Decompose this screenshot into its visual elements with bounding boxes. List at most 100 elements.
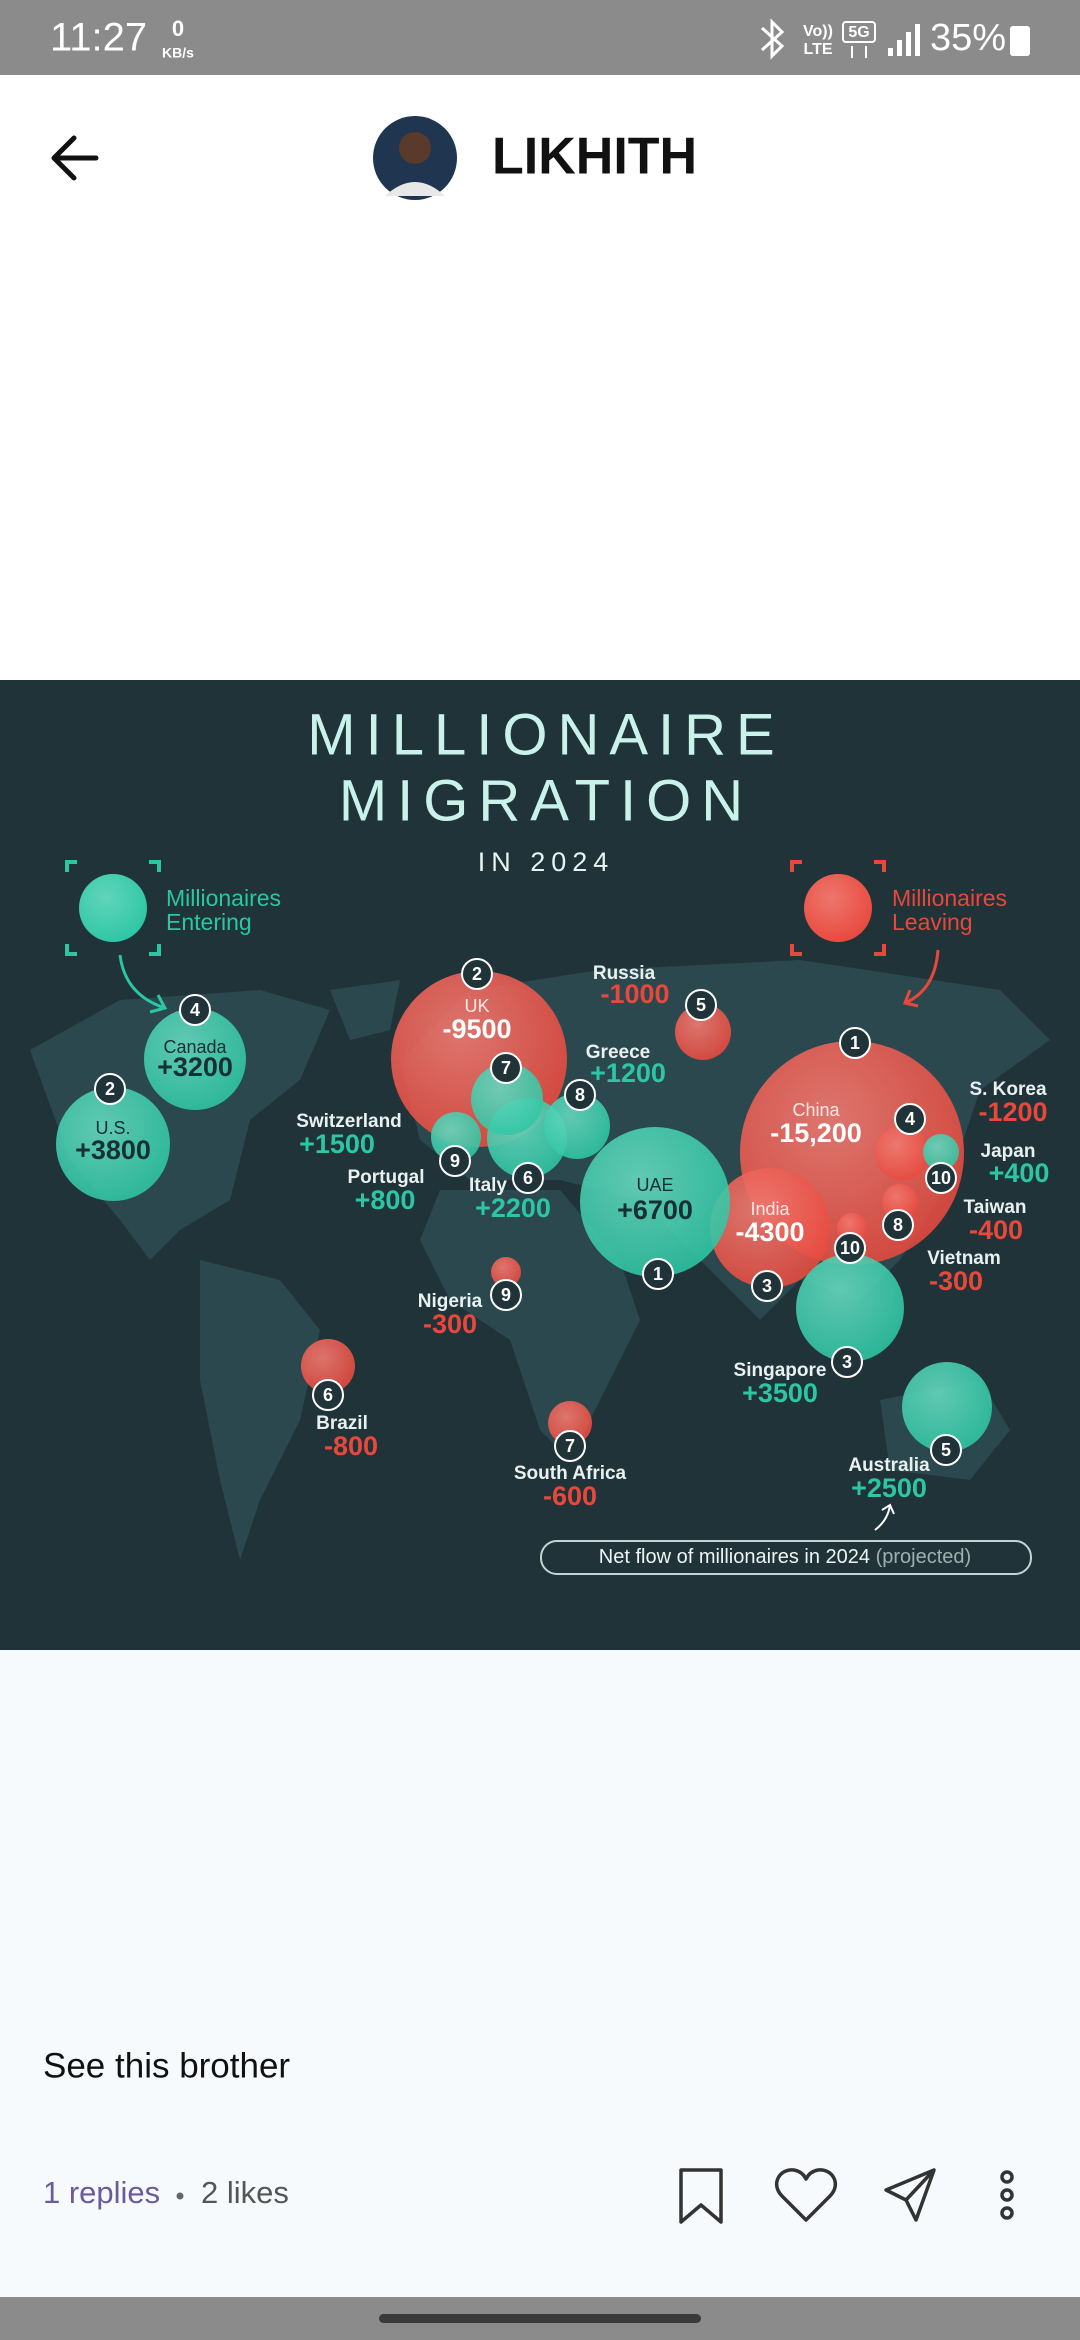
country-label: U.S. [95, 1118, 130, 1138]
country-label: Italy [469, 1175, 507, 1196]
rank-badge [882, 1209, 914, 1241]
bubble-shine [491, 1257, 521, 1287]
country-value: +3200 [157, 1052, 233, 1082]
legend-label: Millionaires [166, 885, 281, 911]
bubble-shine [144, 1008, 246, 1110]
rank-badge [894, 1103, 926, 1135]
rank-number: 6 [323, 1385, 333, 1405]
legend-corner [790, 860, 802, 872]
bubble-shine [548, 1401, 592, 1445]
rank-badge [179, 994, 211, 1026]
rank-badge [490, 1279, 522, 1311]
rank-number: 6 [523, 1168, 533, 1188]
country-label: Vietnam [927, 1248, 1001, 1269]
battery-icon [1010, 26, 1030, 56]
avatar[interactable] [373, 116, 457, 200]
rank-number: 8 [893, 1215, 903, 1235]
bubbles [56, 971, 992, 1452]
bubble-shine [675, 1004, 731, 1060]
country-value: -300 [423, 1309, 477, 1339]
bubble-shine [301, 1339, 355, 1393]
network-type: 5G [848, 24, 869, 41]
country-label: China [792, 1100, 840, 1120]
bubble-shine [56, 1087, 170, 1201]
rank-number: 9 [450, 1151, 460, 1171]
rank-badge [685, 989, 717, 1021]
rank-badge [839, 1027, 871, 1059]
country-value: -1200 [978, 1097, 1047, 1127]
bookmark-button[interactable] [679, 2168, 723, 2224]
rank-number: 5 [941, 1440, 951, 1460]
rank-badge [461, 958, 493, 990]
bubble-shine [544, 1093, 610, 1159]
country-value: +6700 [617, 1195, 693, 1225]
share-button[interactable] [884, 2168, 936, 2222]
rank-number: 5 [696, 995, 706, 1015]
legend-arrows [118, 949, 940, 1014]
caption: See this brother [43, 2046, 290, 2085]
header-area [0, 75, 1080, 680]
country-label: S. Korea [969, 1079, 1047, 1100]
legend-corner [65, 860, 77, 872]
bubble-shine [580, 1127, 730, 1277]
separator [176, 2192, 184, 2200]
rank-number: 9 [501, 1285, 511, 1305]
country-label: Taiwan [964, 1197, 1027, 1218]
country-value: -300 [929, 1266, 983, 1296]
rank-badge [94, 1073, 126, 1105]
bluetooth-icon [760, 18, 785, 60]
rank-number: 3 [762, 1276, 772, 1296]
image-subtitle: IN 2024 [478, 847, 615, 877]
bubble-shine [902, 1362, 992, 1452]
battery-level: 35% [930, 17, 1006, 59]
bubble-shine [710, 1168, 830, 1288]
rank-badge [751, 1270, 783, 1302]
rank-number: 3 [842, 1352, 852, 1372]
country-label: Switzerland [296, 1111, 402, 1132]
replies-link[interactable]: 1 replies [43, 2175, 160, 2210]
country-value: -4300 [735, 1217, 804, 1247]
back-button[interactable] [51, 135, 99, 181]
net-unit: KB/s [162, 45, 194, 61]
note-box [540, 1540, 1032, 1575]
country-label: Nigeria [418, 1291, 483, 1312]
legend-corner [65, 944, 77, 956]
bubble-shine [923, 1134, 959, 1170]
rank-badge [554, 1430, 586, 1462]
rank-number: 1 [653, 1264, 663, 1284]
rank-number: 7 [501, 1058, 511, 1078]
rank-badge [930, 1434, 962, 1466]
legend-shine [79, 874, 147, 942]
country-label: Canada [163, 1037, 227, 1057]
country-value: -15,200 [770, 1118, 862, 1148]
country-label: UK [464, 996, 489, 1016]
country-value: +2200 [475, 1193, 551, 1223]
legend-corner [149, 860, 161, 872]
note-suffix: (projected) [876, 1546, 972, 1568]
rank-number: 4 [905, 1109, 915, 1129]
rank-number: 10 [931, 1168, 951, 1188]
more-button[interactable] [1000, 2170, 1014, 2220]
note-text: Net flow of millionaires in 2024 [599, 1546, 870, 1568]
like-button[interactable] [775, 2168, 837, 2222]
note: Net flow of millionaires in 2024 (projec… [599, 1546, 971, 1568]
legend-corner [874, 860, 886, 872]
home-handle[interactable] [379, 2314, 701, 2323]
legend-label: Leaving [892, 909, 973, 935]
country-label: Australia [848, 1455, 930, 1476]
rank-number: 2 [105, 1079, 115, 1099]
country-value: +400 [989, 1158, 1050, 1188]
country-value: +3500 [742, 1378, 818, 1408]
clock: 11:27 [50, 16, 147, 60]
country-value: +800 [355, 1185, 416, 1215]
rank-badge [834, 1232, 866, 1264]
rank-badge [312, 1379, 344, 1411]
post-image: MILLIONAIRE MIGRATION IN 2024 1 UAE+6700 2… [0, 680, 1080, 1650]
bubble-shine [431, 1112, 481, 1162]
user-name[interactable]: LIKHITH [492, 128, 697, 186]
country-label: India [750, 1199, 790, 1219]
rank-number: 2 [472, 964, 482, 984]
country-label: Portugal [347, 1167, 424, 1188]
legend-label: Millionaires [892, 885, 1007, 911]
bubble-shine [471, 1063, 543, 1135]
